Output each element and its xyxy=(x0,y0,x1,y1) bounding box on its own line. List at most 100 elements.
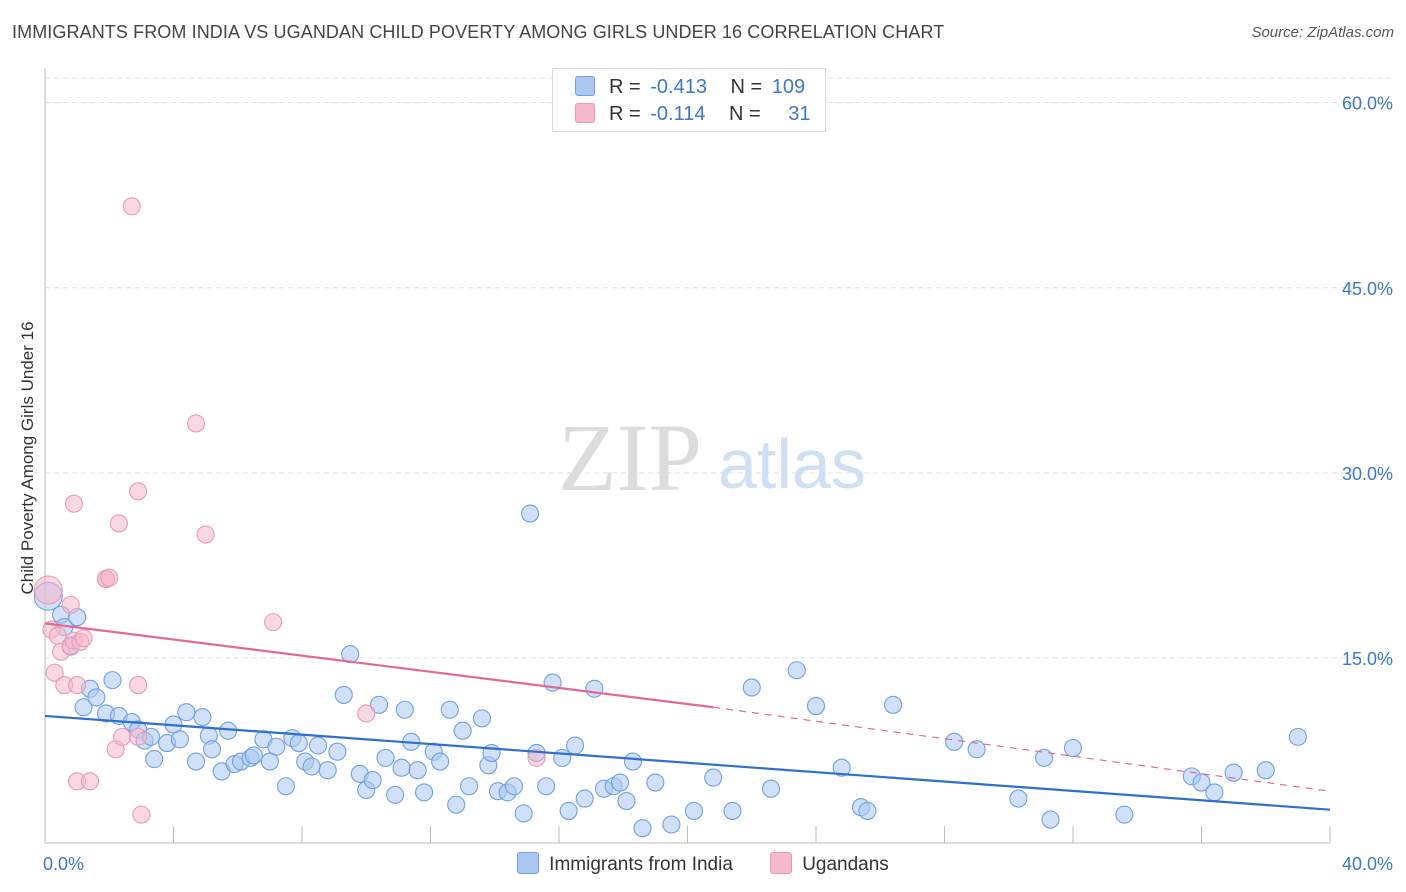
point-india xyxy=(1115,805,1134,824)
point-india xyxy=(1035,748,1054,767)
point-india xyxy=(723,801,742,820)
point-india xyxy=(1009,789,1028,808)
point-india xyxy=(415,783,434,802)
point-india xyxy=(289,734,308,753)
point-india xyxy=(244,746,263,765)
point-india xyxy=(453,721,472,740)
trend-lines xyxy=(44,622,1331,811)
series-legend: Immigrants from India Ugandans xyxy=(0,852,1406,876)
point-india xyxy=(967,740,986,759)
legend-row-ugandans: R = -0.114 N = 31 xyxy=(575,101,811,127)
point-india xyxy=(1192,773,1211,792)
point-india xyxy=(87,688,106,707)
point-india xyxy=(302,757,321,776)
point-ugandans xyxy=(64,494,83,513)
grid-lines xyxy=(45,77,1395,659)
point-india xyxy=(832,758,851,777)
point-india xyxy=(662,815,681,834)
point-india xyxy=(514,804,533,823)
legend-row-india: R = -0.413 N = 109 xyxy=(575,74,805,100)
r-label: R = xyxy=(609,76,641,98)
point-india xyxy=(1205,783,1224,802)
y-tick-label: 15.0% xyxy=(1342,649,1393,669)
data-points xyxy=(33,197,1307,838)
point-india xyxy=(610,773,630,792)
point-ugandans xyxy=(357,704,376,723)
point-india xyxy=(553,748,572,767)
point-india xyxy=(858,801,877,820)
watermark-atlas: atlas xyxy=(718,425,866,503)
point-india xyxy=(787,661,806,680)
y-tick-label: 30.0% xyxy=(1342,464,1393,484)
source-label: Source: ZipAtlas.com xyxy=(1251,24,1394,41)
point-india xyxy=(945,732,964,751)
point-india xyxy=(504,777,524,796)
point-ugandans xyxy=(33,575,63,605)
y-tick-label: 60.0% xyxy=(1342,94,1393,114)
point-india xyxy=(363,771,382,790)
point-india xyxy=(761,779,781,798)
legend-swatch-india xyxy=(517,852,540,874)
point-india xyxy=(447,795,466,814)
point-india xyxy=(884,695,903,714)
watermark-zip: ZIP xyxy=(558,404,702,511)
trend-line-india xyxy=(44,714,1331,811)
point-india xyxy=(170,730,189,749)
point-india xyxy=(177,703,196,722)
n-label: N = xyxy=(730,76,763,98)
point-india xyxy=(376,748,395,767)
point-ugandans xyxy=(129,676,148,695)
point-ugandans xyxy=(74,629,93,648)
point-ugandans xyxy=(129,482,148,501)
x-tick-label: 0.0% xyxy=(43,854,84,874)
point-india xyxy=(617,791,636,811)
trend-line-ugandans xyxy=(44,622,714,709)
point-india xyxy=(684,801,703,820)
legend-item-india[interactable]: Immigrants from India xyxy=(517,852,733,876)
n-label: N = xyxy=(729,103,761,125)
legend-item-ugandans[interactable]: Ugandans xyxy=(770,852,889,876)
point-ugandans xyxy=(45,663,64,682)
point-india xyxy=(521,504,540,523)
n-value: 31 xyxy=(788,103,811,125)
axes xyxy=(44,68,1331,844)
point-ugandans xyxy=(264,613,283,632)
point-india xyxy=(1041,810,1060,829)
point-india xyxy=(585,679,604,698)
x-tick-label: 40.0% xyxy=(1342,854,1393,874)
point-india xyxy=(395,700,414,719)
legend-swatch-india xyxy=(575,76,595,96)
point-india xyxy=(386,785,405,804)
legend-label-ugandans: Ugandans xyxy=(802,854,889,875)
point-india xyxy=(74,698,93,717)
point-ugandans xyxy=(61,595,80,614)
watermark: ZIP atlas xyxy=(558,404,866,511)
point-india xyxy=(145,750,164,769)
point-india xyxy=(566,736,585,755)
point-india xyxy=(203,740,222,759)
point-ugandans xyxy=(527,748,546,767)
r-value: -0.413 xyxy=(650,76,707,98)
point-india xyxy=(334,685,353,704)
point-ugandans xyxy=(196,525,215,544)
point-india xyxy=(318,761,337,780)
legend-label-india: Immigrants from India xyxy=(549,854,733,875)
point-ugandans xyxy=(132,805,151,824)
n-value: 109 xyxy=(771,76,806,98)
point-ugandans xyxy=(122,197,141,216)
point-india xyxy=(1256,761,1275,780)
point-india xyxy=(806,696,826,716)
point-india xyxy=(392,758,411,777)
legend-swatch-ugandans xyxy=(575,103,595,123)
point-india xyxy=(559,801,578,820)
point-ugandans xyxy=(186,414,206,433)
point-ugandans xyxy=(68,676,87,695)
point-india xyxy=(1063,738,1083,758)
point-india xyxy=(408,761,427,780)
tick-labels: 15.0% 30.0% 45.0% 60.0% 0.0% 40.0% xyxy=(43,94,1393,874)
point-india xyxy=(742,678,761,697)
point-india xyxy=(704,768,723,787)
point-india xyxy=(459,777,479,796)
correlation-legend: R = -0.413 N = 109 R = -0.114 N = 31 xyxy=(552,68,826,132)
r-value: -0.114 xyxy=(650,103,706,125)
